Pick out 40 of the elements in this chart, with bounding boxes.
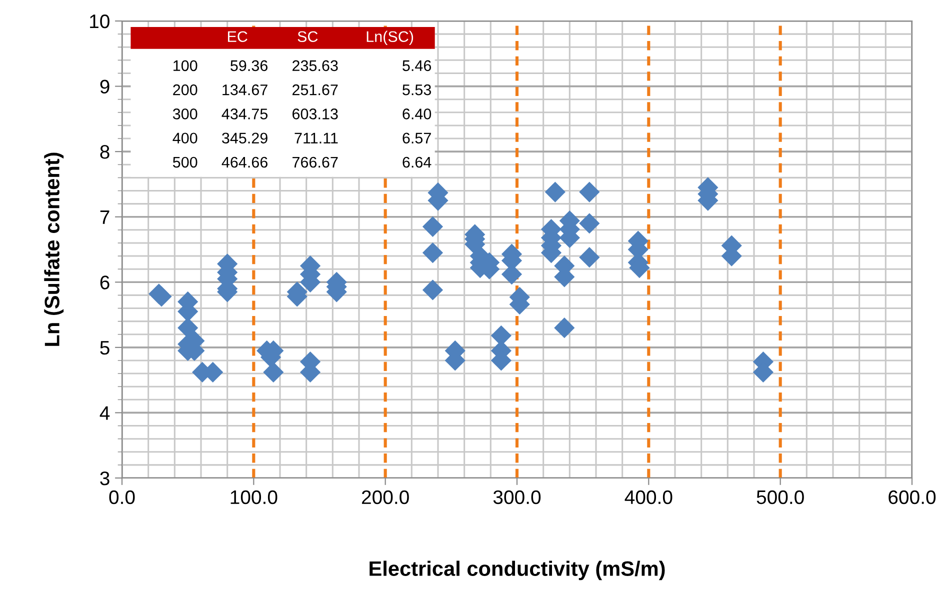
annotation: 345.29 [222, 132, 268, 144]
annotation: 500 [172, 156, 198, 168]
annotation: 6.57 [402, 132, 431, 144]
y-tick-label: 4 [100, 406, 110, 420]
annotation: SC [298, 31, 318, 42]
annotation: 6.40 [402, 108, 432, 120]
y-tick-label: 9 [100, 80, 110, 94]
annotation: 464.66 [222, 156, 268, 168]
x-tick-label: 500.0 [756, 490, 804, 504]
y-tick-label: 5 [100, 341, 110, 355]
annotation: 100 [174, 60, 198, 72]
annotation: Ln(SC) [366, 30, 414, 46]
y-tick-label: 3 [100, 471, 110, 486]
annotation: 251.67 [292, 84, 338, 96]
annotation: 434.75 [222, 108, 268, 120]
annotation: 6.64 [402, 156, 432, 168]
y-tick-label: 8 [100, 145, 110, 159]
annotation: 400 [172, 132, 198, 144]
x-tick-label: 200.0 [362, 490, 409, 504]
x-tick-label: 100.0 [230, 490, 278, 504]
annotation: 134.67 [222, 84, 268, 96]
x-axis-title: Electrical conductivity (mS/m) [370, 560, 665, 580]
annotation: EC [228, 31, 248, 42]
x-tick-label: 600.0 [888, 490, 936, 504]
annotation: 603.13 [292, 108, 338, 120]
y-tick-label: 6 [100, 276, 110, 290]
y-tick-label: 10 [90, 14, 110, 28]
y-axis-title: Ln (Sulfate content) [44, 152, 64, 346]
x-tick-label: 0.0 [109, 490, 135, 504]
x-tick-label: 300.0 [493, 490, 541, 504]
annotation: 200 [173, 84, 198, 96]
annotation: 59.36 [230, 60, 268, 72]
annotation: 766.67 [292, 156, 338, 168]
annotation: 5.46 [402, 60, 432, 72]
annotation: 300 [172, 108, 198, 120]
x-tick-label: 400.0 [624, 490, 672, 504]
annotation: 5.53 [402, 84, 432, 96]
annotation: 711.11 [294, 132, 338, 144]
annotation: 235.63 [292, 60, 338, 72]
y-tick-label: 7 [100, 210, 110, 224]
